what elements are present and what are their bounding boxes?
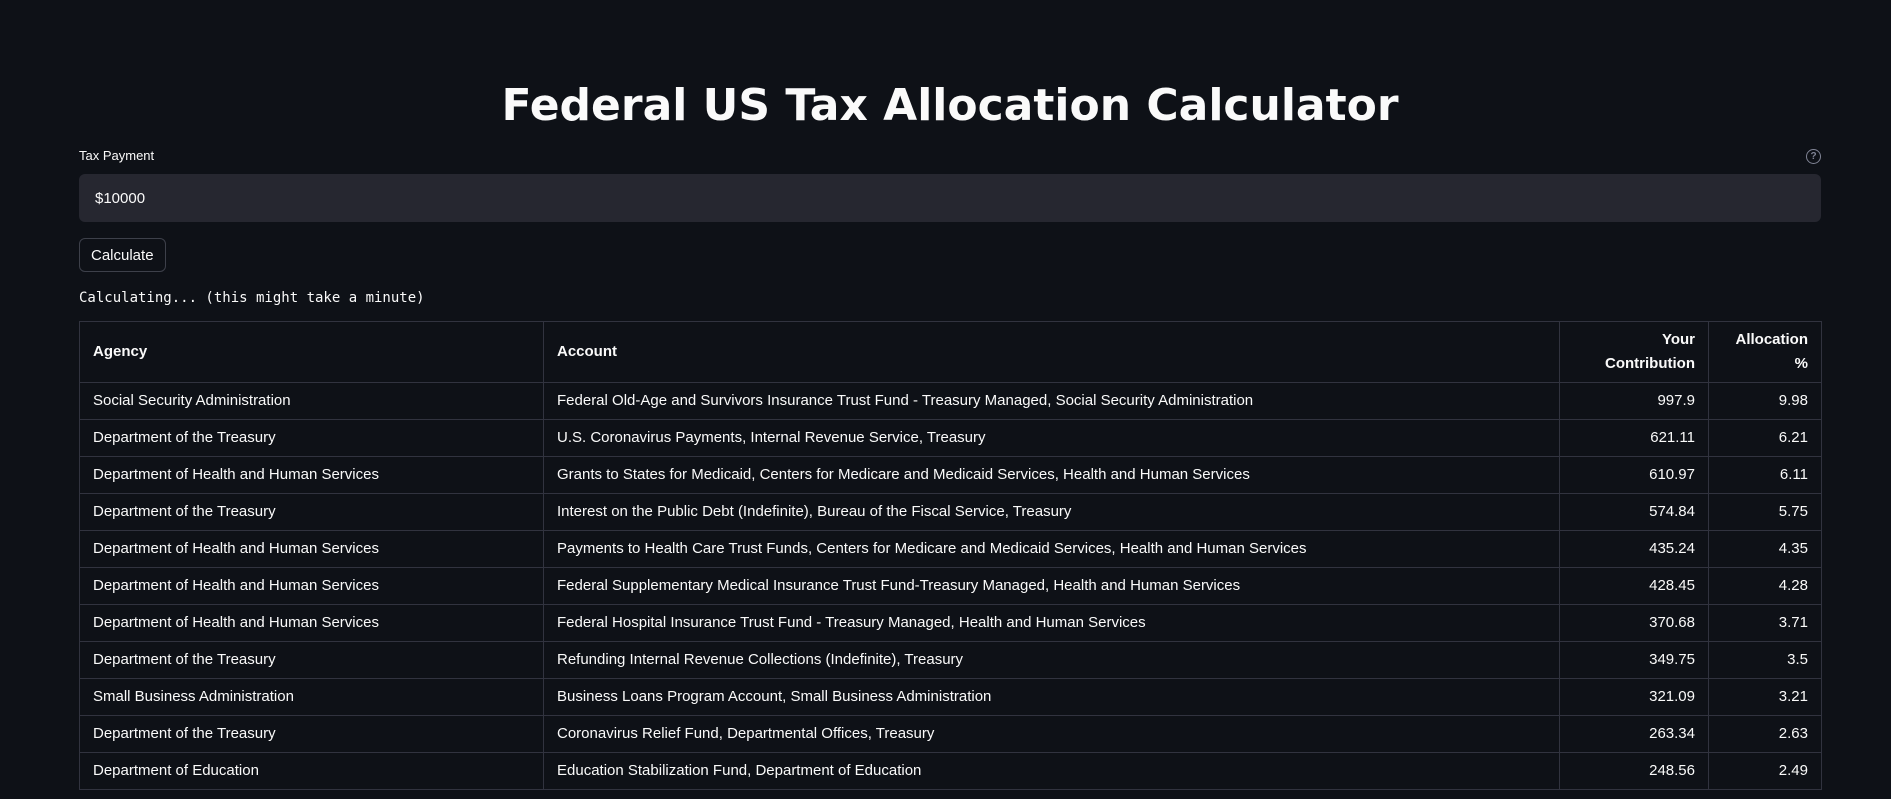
cell-agency: Department of Health and Human Services xyxy=(79,530,544,568)
cell-allocation: 4.35 xyxy=(1708,530,1822,568)
cell-contribution: 370.68 xyxy=(1559,604,1709,642)
table-body: Social Security Administration Federal Ol… xyxy=(79,382,1822,790)
cell-account: Federal Supplementary Medical Insurance … xyxy=(543,567,1560,605)
column-header-agency[interactable]: Agency xyxy=(79,321,544,383)
cell-allocation: 9.98 xyxy=(1708,382,1822,420)
table-header-row: Agency Account Your Contribution Allocat… xyxy=(79,321,1822,383)
cell-agency: Department of Health and Human Services xyxy=(79,567,544,605)
cell-agency: Small Business Administration xyxy=(79,678,544,716)
table-row: Department of the Treasury Coronavirus Re… xyxy=(79,715,1822,753)
status-message: Calculating... (this might take a minute… xyxy=(79,290,425,306)
cell-contribution: 610.97 xyxy=(1559,456,1709,494)
cell-account: Interest on the Public Debt (Indefinite)… xyxy=(543,493,1560,531)
cell-contribution: 997.9 xyxy=(1559,382,1709,420)
column-header-account[interactable]: Account xyxy=(543,321,1560,383)
cell-contribution: 263.34 xyxy=(1559,715,1709,753)
page-title: Federal US Tax Allocation Calculator xyxy=(501,80,1399,131)
cell-account: Refunding Internal Revenue Collections (… xyxy=(543,641,1560,679)
cell-allocation: 6.21 xyxy=(1708,419,1822,457)
question-circle-icon[interactable]: ? xyxy=(1806,149,1821,164)
tax-payment-label-row: Tax Payment ? xyxy=(79,146,1821,166)
cell-account: Payments to Health Care Trust Funds, Cen… xyxy=(543,530,1560,568)
calculate-button[interactable]: Calculate xyxy=(79,238,166,272)
cell-allocation: 4.28 xyxy=(1708,567,1822,605)
table-row: Department of Health and Human Services F… xyxy=(79,604,1822,642)
table-row: Small Business Administration Business Lo… xyxy=(79,678,1822,716)
cell-contribution: 428.45 xyxy=(1559,567,1709,605)
table-row: Department of Education Education Stabili… xyxy=(79,752,1822,790)
cell-agency: Department of the Treasury xyxy=(79,419,544,457)
cell-account: U.S. Coronavirus Payments, Internal Reve… xyxy=(543,419,1560,457)
table-row: Department of Health and Human Services G… xyxy=(79,456,1822,494)
column-header-allocation[interactable]: Allocation % xyxy=(1708,321,1822,383)
table-row: Social Security Administration Federal Ol… xyxy=(79,382,1822,420)
cell-allocation: 3.21 xyxy=(1708,678,1822,716)
table-row: Department of the Treasury Interest on th… xyxy=(79,493,1822,531)
cell-contribution: 248.56 xyxy=(1559,752,1709,790)
cell-agency: Social Security Administration xyxy=(79,382,544,420)
cell-allocation: 6.11 xyxy=(1708,456,1822,494)
cell-account: Education Stabilization Fund, Department… xyxy=(543,752,1560,790)
cell-account: Grants to States for Medicaid, Centers f… xyxy=(543,456,1560,494)
main-container: Federal US Tax Allocation Calculator Tax… xyxy=(79,0,1822,790)
table-row: Department of the Treasury U.S. Coronavir… xyxy=(79,419,1822,457)
column-header-contribution[interactable]: Your Contribution xyxy=(1559,321,1709,383)
cell-allocation: 3.71 xyxy=(1708,604,1822,642)
cell-account: Federal Hospital Insurance Trust Fund - … xyxy=(543,604,1560,642)
cell-agency: Department of Health and Human Services xyxy=(79,456,544,494)
cell-allocation: 2.63 xyxy=(1708,715,1822,753)
cell-account: Coronavirus Relief Fund, Departmental Of… xyxy=(543,715,1560,753)
cell-contribution: 621.11 xyxy=(1559,419,1709,457)
cell-allocation: 5.75 xyxy=(1708,493,1822,531)
cell-allocation: 2.49 xyxy=(1708,752,1822,790)
cell-agency: Department of Education xyxy=(79,752,544,790)
cell-agency: Department of the Treasury xyxy=(79,493,544,531)
cell-agency: Department of the Treasury xyxy=(79,715,544,753)
cell-allocation: 3.5 xyxy=(1708,641,1822,679)
cell-agency: Department of the Treasury xyxy=(79,641,544,679)
cell-contribution: 574.84 xyxy=(1559,493,1709,531)
cell-account: Federal Old-Age and Survivors Insurance … xyxy=(543,382,1560,420)
cell-contribution: 435.24 xyxy=(1559,530,1709,568)
tax-payment-label: Tax Payment xyxy=(79,148,155,163)
cell-contribution: 349.75 xyxy=(1559,641,1709,679)
allocation-table-wrapper: Agency Account Your Contribution Allocat… xyxy=(79,321,1822,790)
table-row: Department of Health and Human Services F… xyxy=(79,567,1822,605)
table-row: Department of the Treasury Refunding Inte… xyxy=(79,641,1822,679)
cell-contribution: 321.09 xyxy=(1559,678,1709,716)
cell-agency: Department of Health and Human Services xyxy=(79,604,544,642)
tax-payment-input[interactable] xyxy=(79,174,1821,222)
table-row: Department of Health and Human Services P… xyxy=(79,530,1822,568)
cell-account: Business Loans Program Account, Small Bu… xyxy=(543,678,1560,716)
allocation-table: Agency Account Your Contribution Allocat… xyxy=(79,321,1822,790)
